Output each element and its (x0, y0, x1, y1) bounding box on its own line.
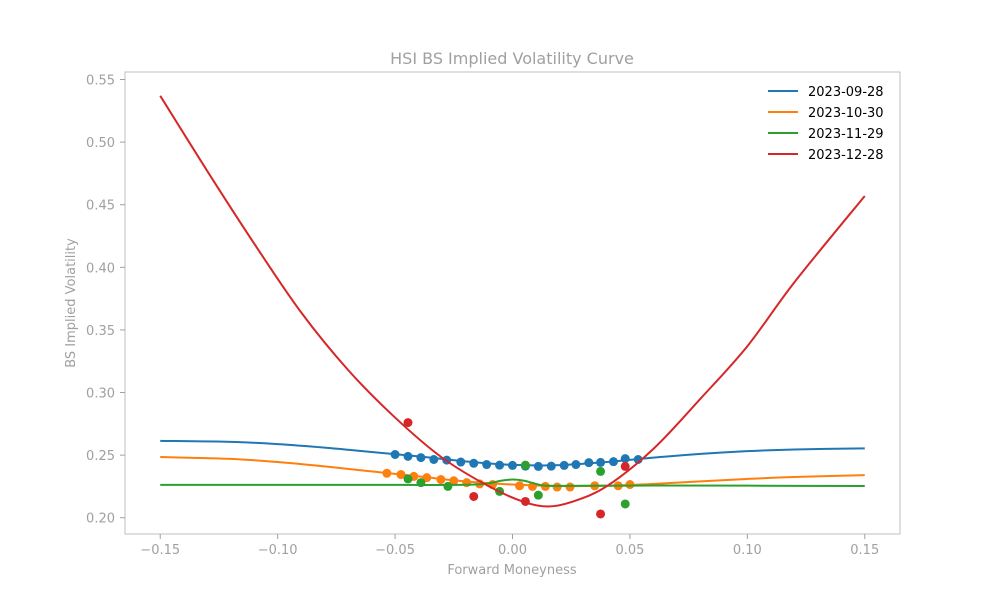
data-point (608, 457, 618, 467)
data-point (390, 449, 400, 459)
data-point (495, 460, 505, 470)
data-point (571, 460, 581, 470)
legend-entry: 2023-12-28 (808, 148, 884, 163)
data-point (533, 490, 543, 500)
x-tick-label: 0.05 (615, 543, 644, 558)
data-point (416, 478, 426, 488)
legend: 2023-09-28 2023-10-30 2023-11-29 2023-12-28 (768, 85, 884, 163)
data-point (482, 460, 492, 470)
series-line (160, 456, 865, 488)
data-point (403, 451, 413, 461)
data-point (533, 461, 543, 471)
x-tick-label: 0.00 (498, 543, 527, 558)
data-point (449, 476, 459, 486)
legend-entry: 2023-10-30 (808, 106, 884, 121)
data-point (620, 454, 630, 464)
series-2023-12-28 (159, 95, 866, 519)
y-axis: 0.20 0.25 0.30 0.35 0.40 0.45 0.50 0.55 (86, 74, 125, 527)
y-tick-label: 0.25 (86, 449, 115, 464)
data-point (469, 458, 479, 468)
y-tick-label: 0.50 (86, 136, 115, 151)
data-point (396, 470, 406, 480)
x-tick-label: −0.10 (258, 543, 298, 558)
data-point (584, 458, 594, 468)
x-axis-label: Forward Moneyness (447, 563, 577, 578)
series-line (159, 95, 866, 508)
data-point (382, 468, 392, 478)
y-tick-label: 0.55 (86, 74, 115, 89)
legend-entry: 2023-09-28 (808, 85, 884, 100)
series-layer (159, 95, 866, 519)
data-point (625, 480, 635, 490)
legend-entry: 2023-11-29 (808, 127, 884, 142)
data-point (520, 496, 530, 506)
x-tick-label: 0.10 (733, 543, 762, 558)
y-tick-label: 0.35 (86, 324, 115, 339)
x-axis: −0.15 −0.10 −0.05 0.00 0.05 0.10 0.15 (140, 534, 879, 558)
data-point (403, 474, 413, 484)
chart-title: HSI BS Implied Volatility Curve (390, 49, 634, 68)
data-point (596, 466, 606, 476)
data-point (416, 453, 426, 463)
data-point (456, 457, 466, 467)
data-point (422, 473, 432, 483)
data-point (559, 460, 569, 470)
data-point (436, 475, 446, 485)
x-tick-label: −0.05 (375, 543, 415, 558)
series-line (160, 478, 865, 488)
data-point (520, 460, 530, 470)
data-point (429, 455, 439, 465)
x-tick-label: −0.15 (140, 543, 180, 558)
y-axis-label: BS Implied Volatility (64, 238, 79, 368)
y-tick-label: 0.45 (86, 199, 115, 214)
series-2023-11-29 (160, 460, 865, 509)
y-tick-label: 0.40 (86, 261, 115, 276)
data-point (403, 418, 413, 428)
data-point (552, 482, 562, 492)
data-point (469, 491, 479, 501)
data-point (515, 481, 525, 491)
data-point (596, 457, 606, 467)
data-point (596, 509, 606, 519)
data-point (443, 481, 453, 491)
y-tick-label: 0.30 (86, 387, 115, 402)
data-point (508, 460, 517, 470)
data-point (620, 461, 630, 471)
data-point (546, 461, 556, 471)
x-tick-label: 0.15 (850, 543, 879, 558)
data-point (620, 499, 630, 509)
data-point (565, 482, 575, 492)
series-2023-09-28 (160, 439, 865, 471)
y-tick-label: 0.20 (86, 512, 115, 527)
